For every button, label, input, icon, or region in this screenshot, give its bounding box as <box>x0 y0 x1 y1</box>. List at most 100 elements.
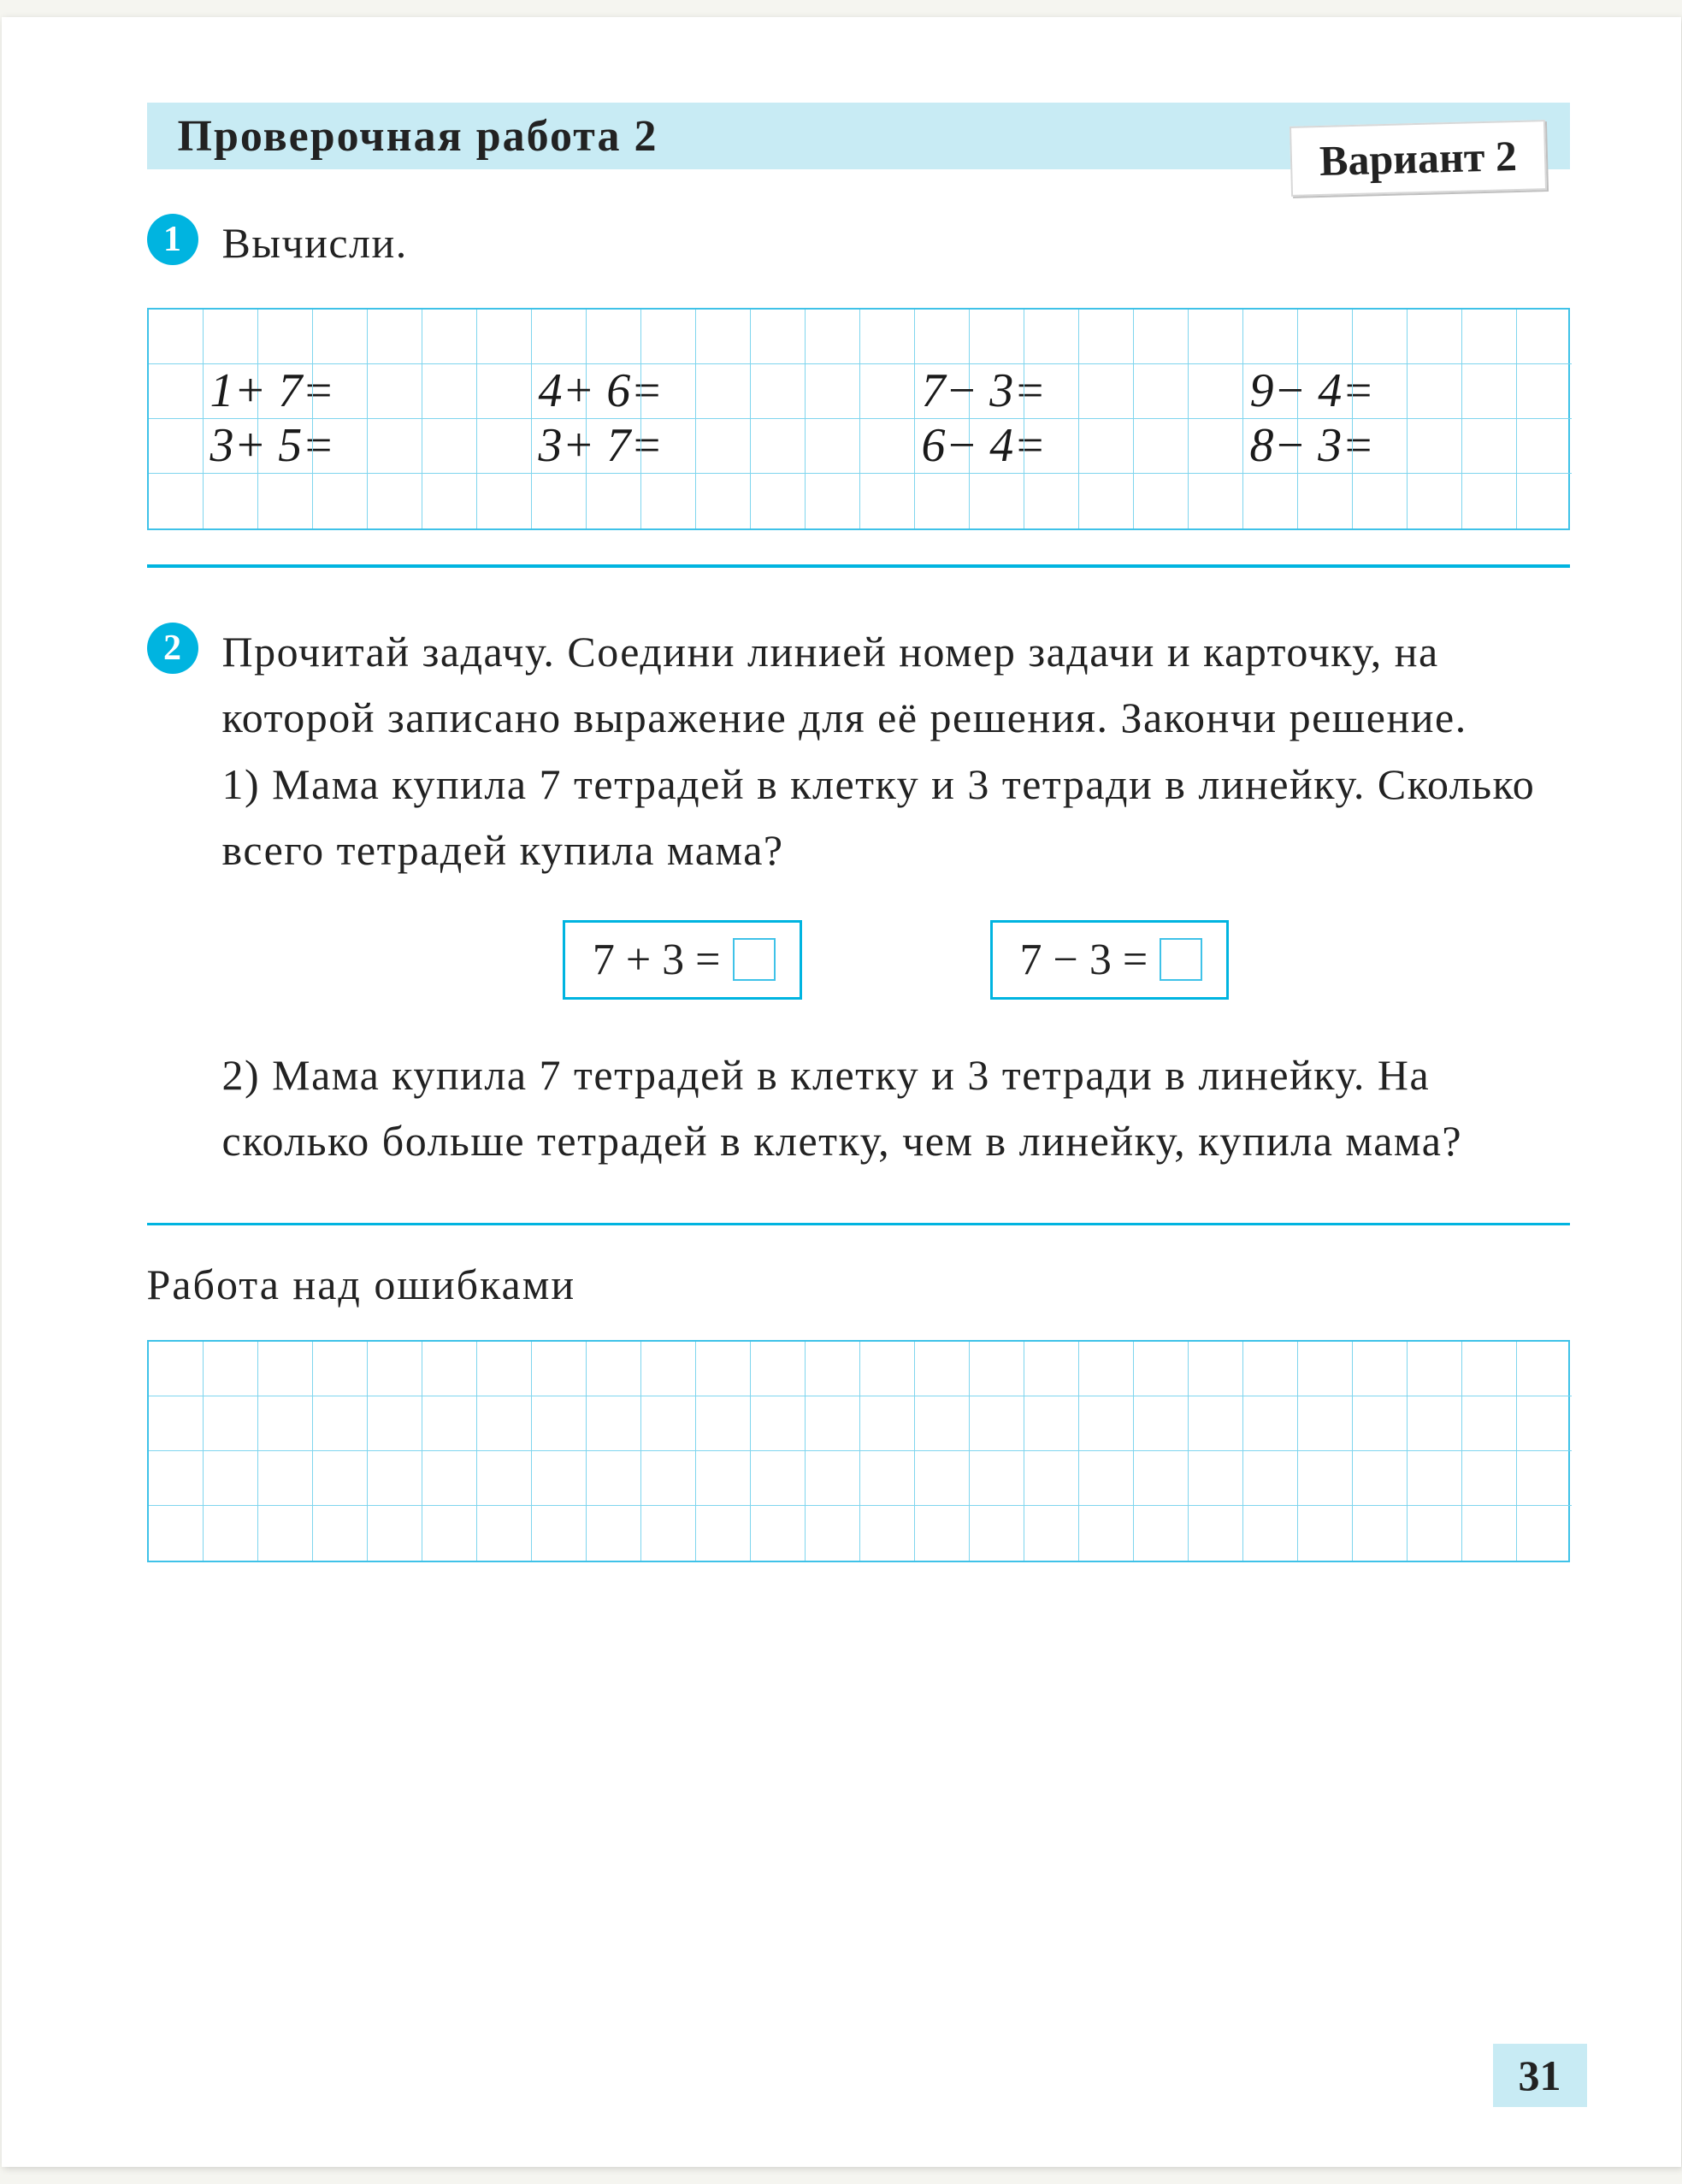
grid-cell[interactable] <box>806 1451 860 1506</box>
grid-cell[interactable] <box>477 364 532 419</box>
grid-cell[interactable] <box>149 1451 204 1506</box>
grid-cell[interactable] <box>532 1451 587 1506</box>
grid-cell[interactable] <box>1134 1396 1189 1451</box>
grid-cell[interactable] <box>1298 1396 1353 1451</box>
grid-cell[interactable] <box>368 474 422 528</box>
grid-cell[interactable] <box>1298 1506 1353 1561</box>
grid-cell[interactable] <box>477 1342 532 1396</box>
grid-cell[interactable]: 1+ 7= <box>204 364 258 419</box>
grid-cell[interactable]: 3+ 7= <box>532 419 587 474</box>
grid-cell[interactable] <box>258 419 313 474</box>
grid-cell[interactable] <box>477 310 532 364</box>
grid-cell[interactable] <box>1298 1451 1353 1506</box>
grid-cell[interactable] <box>915 1342 970 1396</box>
grid-cell[interactable]: 7− 3= <box>915 364 970 419</box>
grid-cell[interactable] <box>1462 1342 1517 1396</box>
grid-cell[interactable] <box>806 1342 860 1396</box>
grid-cell[interactable] <box>751 419 806 474</box>
grid-cell[interactable] <box>696 1342 751 1396</box>
grid-cell[interactable] <box>204 1396 258 1451</box>
grid-cell[interactable] <box>313 1396 368 1451</box>
grid-cell[interactable] <box>1024 419 1079 474</box>
grid-cell[interactable] <box>1408 1451 1462 1506</box>
grid-cell[interactable] <box>641 1342 696 1396</box>
equation-box-1[interactable]: 7 + 3 = <box>563 920 802 1000</box>
grid-cell[interactable] <box>915 1506 970 1561</box>
grid-cell[interactable] <box>915 310 970 364</box>
grid-cell[interactable] <box>751 1396 806 1451</box>
grid-cell[interactable] <box>149 474 204 528</box>
grid-cell[interactable] <box>860 1342 915 1396</box>
grid-cell[interactable] <box>696 419 751 474</box>
grid-cell[interactable] <box>696 1506 751 1561</box>
grid-cell[interactable] <box>1462 419 1517 474</box>
grid-cell[interactable] <box>204 1342 258 1396</box>
grid-cell[interactable] <box>1353 1506 1408 1561</box>
grid-cell[interactable] <box>1243 1506 1298 1561</box>
grid-cell[interactable] <box>1079 474 1134 528</box>
grid-cell[interactable] <box>204 1451 258 1506</box>
grid-cell[interactable] <box>641 474 696 528</box>
grid-cell[interactable] <box>368 364 422 419</box>
grid-cell[interactable] <box>587 1506 641 1561</box>
grid-cell[interactable] <box>751 474 806 528</box>
grid-cell[interactable]: 9− 4= <box>1243 364 1298 419</box>
grid-cell[interactable] <box>422 310 477 364</box>
grid-cell[interactable] <box>258 1396 313 1451</box>
grid-cell[interactable] <box>1079 1451 1134 1506</box>
grid-cell[interactable] <box>368 1342 422 1396</box>
grid-cell[interactable] <box>1024 310 1079 364</box>
grid-cell[interactable] <box>806 364 860 419</box>
grid-cell[interactable] <box>368 419 422 474</box>
grid-cell[interactable] <box>477 1396 532 1451</box>
grid-cell[interactable] <box>970 1342 1024 1396</box>
grid-cell[interactable] <box>532 1396 587 1451</box>
grid-cell[interactable] <box>970 474 1024 528</box>
grid-cell[interactable] <box>1079 419 1134 474</box>
errors-grid[interactable] <box>147 1340 1570 1562</box>
grid-cell[interactable] <box>422 364 477 419</box>
grid-cell[interactable] <box>1134 310 1189 364</box>
grid-cell[interactable] <box>1189 1342 1243 1396</box>
grid-cell[interactable] <box>532 1506 587 1561</box>
grid-cell[interactable] <box>1189 310 1243 364</box>
grid-cell[interactable] <box>368 1506 422 1561</box>
grid-cell[interactable] <box>313 1451 368 1506</box>
grid-cell[interactable] <box>1353 474 1408 528</box>
grid-cell[interactable] <box>860 310 915 364</box>
grid-cell[interactable] <box>641 364 696 419</box>
grid-cell[interactable] <box>806 310 860 364</box>
grid-cell[interactable] <box>1079 1506 1134 1561</box>
grid-cell[interactable] <box>204 474 258 528</box>
grid-cell[interactable] <box>258 310 313 364</box>
grid-cell[interactable] <box>751 1506 806 1561</box>
grid-cell[interactable] <box>587 474 641 528</box>
grid-cell[interactable] <box>1024 1451 1079 1506</box>
grid-cell[interactable] <box>751 364 806 419</box>
grid-cell[interactable] <box>1408 364 1462 419</box>
grid-cell[interactable] <box>915 474 970 528</box>
grid-cell[interactable] <box>1298 310 1353 364</box>
grid-cell[interactable] <box>587 1451 641 1506</box>
grid-cell[interactable] <box>1462 1506 1517 1561</box>
grid-cell[interactable] <box>1353 364 1408 419</box>
grid-cell[interactable] <box>149 1506 204 1561</box>
grid-cell[interactable] <box>1408 1396 1462 1451</box>
grid-cell[interactable] <box>641 419 696 474</box>
grid-cell[interactable] <box>204 310 258 364</box>
grid-cell[interactable] <box>1462 1396 1517 1451</box>
answer-blank[interactable] <box>1160 938 1202 981</box>
grid-cell[interactable] <box>258 1451 313 1506</box>
grid-cell[interactable] <box>587 419 641 474</box>
grid-cell[interactable] <box>204 1506 258 1561</box>
grid-cell[interactable] <box>1189 419 1243 474</box>
grid-cell[interactable] <box>860 474 915 528</box>
grid-cell[interactable] <box>1517 474 1572 528</box>
grid-cell[interactable] <box>422 1342 477 1396</box>
grid-cell[interactable] <box>1517 310 1572 364</box>
grid-cell[interactable] <box>1134 1506 1189 1561</box>
grid-cell[interactable] <box>1353 1396 1408 1451</box>
grid-cell[interactable] <box>258 1506 313 1561</box>
grid-cell[interactable] <box>368 1451 422 1506</box>
grid-cell[interactable] <box>313 1506 368 1561</box>
